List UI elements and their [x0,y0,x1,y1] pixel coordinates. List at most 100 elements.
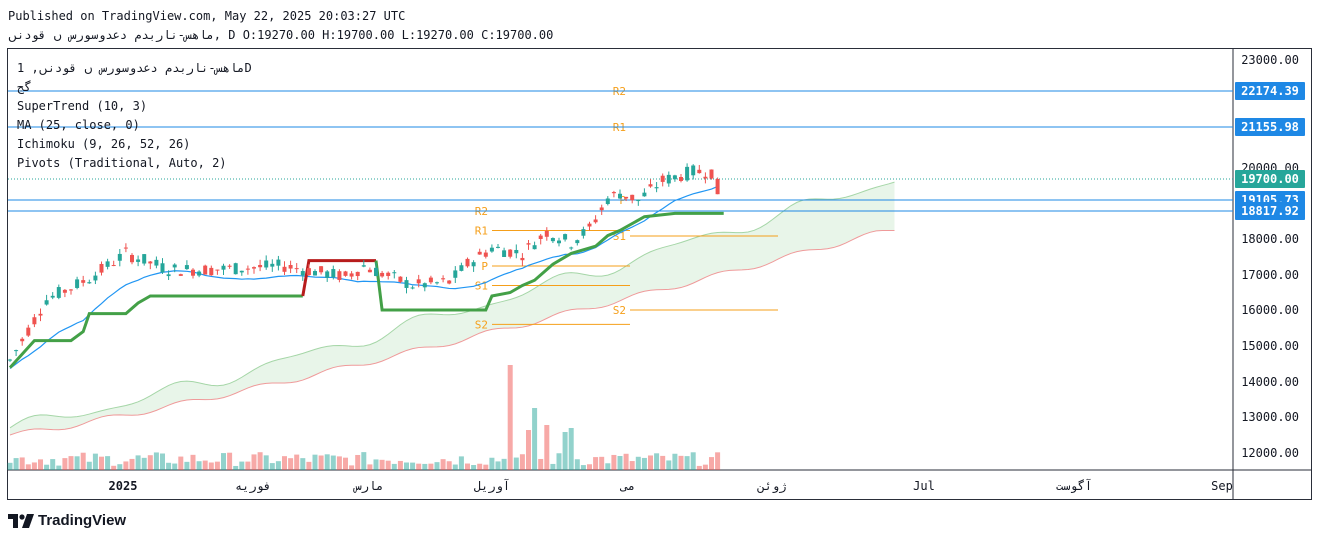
candle-body [636,199,641,202]
volume-bar [269,463,275,470]
candle-body [483,252,488,257]
price-tag-box [1235,170,1305,188]
candle-body [416,279,421,284]
symbol-ohlc-line: ماهس-ناربدم دعدوسورس ں قودنں, D O:19270.… [8,28,554,42]
volume-bar [428,463,434,470]
candle-body [343,271,348,276]
volume-bar [471,465,477,470]
candle-body [69,289,73,291]
volume-bar [288,458,294,470]
volume-bar [257,452,263,470]
candle-body [441,278,446,280]
candle-body [148,261,153,264]
candle-body [569,247,574,249]
candle-body [459,265,464,271]
tradingview-logo[interactable]: TradingView [8,512,126,529]
volume-bar [178,456,184,470]
volume-bar [355,454,361,470]
volume-bar [275,461,281,470]
candle-body [642,192,647,197]
volume-bar [605,463,611,470]
volume-bar [373,459,379,470]
volume-bar [239,461,245,470]
x-tick-label: 2025 [109,479,138,493]
candle-body [374,267,378,277]
candle-body [508,249,513,257]
candle-body [197,271,202,276]
volume-bar [379,459,385,470]
legend-pivots[interactable]: Pivots (Traditional, Auto, 2) [17,156,227,170]
volume-bar [312,454,318,470]
x-tick-label: فوریه [235,479,271,494]
supertrend-down [301,259,376,297]
candle-body [75,279,80,288]
volume-bar [202,460,208,470]
volume-bar [501,458,507,470]
volume-bar [31,462,37,470]
candle-body [477,251,482,255]
volume-bar [623,453,629,470]
candle-body [227,265,232,267]
candle-body [294,268,299,270]
candle-body [611,192,616,194]
volume-bar [635,456,641,470]
volume-bar [227,452,233,470]
legend-ma[interactable]: MA (25, close, 0) [17,118,140,132]
volume-bar [666,460,672,470]
x-tick-label: Sep [1211,479,1233,493]
volume-bar [690,452,696,470]
volume-bar [361,452,367,470]
candle-body [20,338,25,342]
volume-bar [544,425,550,470]
candle-body [709,169,714,179]
volume-bar [489,457,495,470]
candle-body [154,259,159,266]
volume-bar [208,462,214,470]
candle-body [26,327,31,336]
volume-bar [13,458,19,470]
candle-body [62,289,67,293]
candle-body [300,271,305,276]
candle-body [252,267,256,269]
candle-body [624,196,629,199]
y-tick-label: 14000.00 [1241,375,1299,389]
volume-bar [80,452,86,470]
volume-bar [38,459,43,470]
volume-bar [7,462,13,470]
volume-bar [599,456,605,470]
volume-bar [580,465,586,470]
candle-body [166,274,171,277]
candle-body [697,169,702,174]
volume-bar [611,454,617,470]
volume-bar [562,432,568,470]
price-tag-box [1235,118,1305,137]
candle-body [93,275,98,281]
candle-body [703,176,708,179]
ichimoku-span-b [9,229,895,436]
legend-ichimoku[interactable]: Ichimoku (9, 26, 52, 26) [17,137,191,151]
candle-body [276,259,281,266]
legend-supertrend[interactable]: SuperTrend (10, 3) [17,99,148,113]
candle-body [178,274,183,276]
volume-bar [25,464,31,470]
candle-body [331,269,336,278]
candle-body [599,207,604,211]
candle-body [550,238,555,242]
volume-bar [404,462,409,470]
ichimoku-cloud [10,182,895,435]
candle-body [313,271,317,276]
candle-body [581,229,586,236]
volume-bar [111,465,117,470]
tradingview-logo-icon [8,513,34,528]
y-tick-label: 13000.00 [1241,410,1299,424]
volume-bar [184,461,190,470]
x-tick-label: ژوئن [757,479,787,494]
candle-body [282,266,287,272]
volume-bar [587,464,592,470]
volume-bar [507,365,513,470]
tradingview-logo-text: TradingView [38,512,127,529]
chart-frame[interactable] [7,48,1312,500]
candle-body [587,223,592,227]
volume-bar [458,456,464,470]
